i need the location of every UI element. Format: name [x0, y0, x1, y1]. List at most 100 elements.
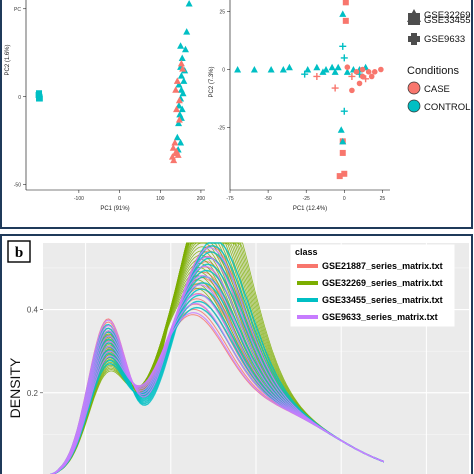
pca-left-point [177, 59, 185, 67]
pca-right-point [359, 66, 366, 73]
pca-left-ytick-label: PC [14, 7, 21, 13]
pca-right-point [313, 63, 321, 71]
legend-control-swatch [407, 99, 421, 113]
pca-left-point [185, 0, 193, 7]
pca-left-point [36, 90, 43, 97]
pca-left-point [178, 54, 186, 62]
pca-right-point [331, 84, 339, 92]
pca-left-ytick-label: 0 [18, 95, 21, 101]
pca-left-point [177, 42, 185, 49]
pca-legend: GSE32269 GSE33455 GSE9633 Conditions CAS… [407, 9, 470, 113]
pca-right-xtick-label: -75 [226, 196, 233, 202]
density-legend-entry-2: GSE32269_series_matrix.txt [322, 278, 443, 288]
legend-condition-control: CONTROL [424, 102, 470, 113]
pca-left-point [179, 89, 187, 97]
pca-left-point [175, 116, 183, 123]
pca-right-xtick-label: -50 [264, 196, 271, 202]
pca-right-point [234, 66, 242, 73]
pca-right-point [339, 149, 346, 156]
legend-dataset-2: GSE33455 [424, 15, 470, 26]
pca-right-xtick-label: 25 [380, 196, 386, 202]
pca-right-point [368, 73, 375, 80]
density-legend-entry-4: GSE9633_series_matrix.txt [322, 312, 438, 322]
pca-left-point [178, 105, 186, 113]
density-ytick-label: 0.4 [27, 306, 39, 315]
pca-right-point [344, 64, 351, 70]
pca-right-point [304, 66, 312, 73]
pca-right-point [348, 72, 356, 80]
pca-left-point [177, 139, 185, 146]
pca-right-xtick-label: 0 [343, 196, 346, 202]
pca-right-xtick-label: -25 [303, 196, 310, 202]
pca-right-point [319, 68, 327, 75]
density-plot: 0.2 0.4 DENSITY b class GSE21887_series_m… [7, 240, 469, 474]
legend-square-shape [408, 13, 420, 25]
pca-left-xtick-label: 0 [118, 196, 121, 202]
pca-left-point [173, 133, 181, 141]
pca-left-point [174, 151, 182, 158]
pca-plot-right: -75 -50 -25 0 25 25 0 -25 PC1 (12.4%) PC2 (7.3%… [209, 0, 390, 212]
pca-right-point [340, 54, 348, 62]
pca-right-ylabel: PC2 (7.3%) [209, 66, 215, 97]
pca-right-point [342, 0, 349, 6]
pca-right-point [313, 72, 321, 80]
density-legend-entry-3: GSE33455_series_matrix.txt [322, 295, 443, 305]
pca-left-xtick-label: -100 [74, 196, 84, 202]
pca-right-ytick-label: -25 [218, 125, 225, 131]
pca-right-point [343, 68, 351, 75]
legend-conditions-title: Conditions [407, 65, 459, 77]
pca-right-point [336, 173, 343, 180]
pca-left-xtick-label: 200 [197, 196, 206, 202]
pca-left-point [181, 45, 189, 53]
pca-left-point [36, 95, 43, 102]
pca-right-point [340, 107, 348, 115]
pca-left-point [180, 77, 188, 84]
pca-right-point [339, 137, 347, 145]
pca-left-point [173, 77, 181, 84]
legend-dataset-3: GSE9633 [424, 34, 465, 45]
density-curve-4 [49, 247, 385, 474]
pca-left-point [170, 156, 178, 164]
pca-left-ylabel: PC2 (1.6%) [5, 44, 11, 75]
density-ytick-label: 0.2 [27, 389, 39, 398]
pca-right-point [371, 69, 378, 75]
pca-right-point [341, 170, 348, 177]
legend-dataset-1: GSE32269 [424, 10, 470, 21]
pca-right-point [250, 66, 258, 73]
legend-cross-shape [408, 33, 420, 45]
pca-left-point [169, 144, 177, 151]
panel-b-badge [7, 240, 31, 263]
density-ylabel: DENSITY [7, 357, 23, 418]
pca-right-point [339, 42, 347, 50]
pca-right-point [353, 69, 360, 75]
panel-a-frame [0, 0, 473, 229]
pca-right-point [378, 66, 384, 73]
pca-right-ytick-label: 0 [222, 68, 225, 74]
pca-right-point [331, 68, 339, 75]
pca-right-point [359, 73, 366, 80]
pca-right-point [356, 80, 363, 87]
pca-right-point [334, 63, 342, 71]
density-legend-box [290, 244, 455, 327]
pca-left-point [175, 96, 183, 104]
pca-right-point [337, 126, 345, 133]
pca-right-point [279, 66, 287, 73]
density-legend-title: class [295, 247, 318, 257]
pca-left-point [173, 105, 181, 113]
panel-b-badge-label: b [15, 245, 23, 261]
pca-left-point [177, 72, 185, 79]
pca-left-point [171, 139, 179, 146]
pca-left-point [175, 119, 183, 127]
pca-left-xlabel: PC1 (91%) [100, 206, 129, 212]
pca-left-point [179, 65, 187, 72]
legend-case-swatch [407, 81, 421, 95]
pca-right-point [339, 10, 347, 17]
pca-left-xtick-label: 100 [156, 196, 165, 202]
pca-left-point [172, 86, 180, 93]
pca-left-ytick-label: -50 [14, 183, 21, 189]
pca-right-xlabel: PC1 (12.4%) [293, 206, 327, 212]
pca-right-ytick-label: 25 [219, 10, 225, 16]
pca-right-point [285, 63, 293, 71]
pca-left-point [183, 28, 191, 35]
